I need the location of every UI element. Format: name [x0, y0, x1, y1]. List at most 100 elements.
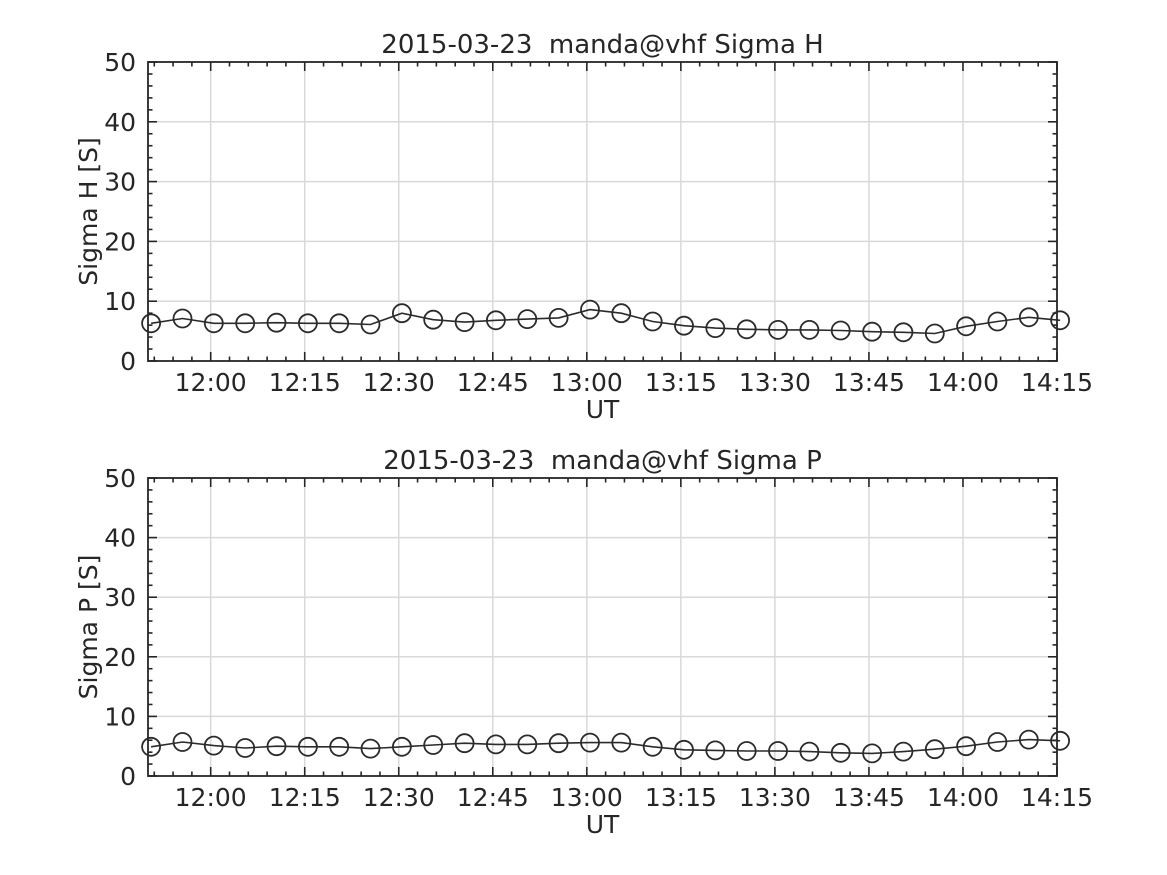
data-point: [674, 739, 694, 760]
data-point: [674, 315, 694, 336]
data-point: [580, 732, 600, 753]
axis-ticks: [148, 61, 1058, 362]
x-tick-label: 12:15: [269, 368, 341, 397]
x-axis-label: UT: [586, 810, 620, 839]
y-tick-label: 10: [104, 702, 136, 731]
data-point: [924, 739, 945, 760]
x-tick-label: 14:15: [1021, 783, 1093, 812]
x-tick-label: 13:00: [551, 368, 623, 397]
data-point: [705, 318, 726, 339]
axis-box: [147, 61, 1058, 362]
data-point: [329, 313, 350, 334]
grid-lines: [148, 62, 1058, 361]
data-point: [360, 738, 381, 759]
y-tick-label: 20: [104, 227, 136, 256]
data-points: [141, 729, 1070, 764]
data-line: [150, 738, 1061, 755]
x-tick-label: 14:00: [927, 783, 999, 812]
data-point: [235, 738, 256, 758]
chart-panel-sigma-h: 2015-03-23 manda@vhf Sigma H 12:00 12:15 12…: [74, 30, 1093, 424]
axis-ticks: [148, 477, 1058, 777]
x-tick-label: 12:45: [457, 368, 529, 397]
data-point: [799, 319, 820, 340]
y-tick-label: 20: [104, 643, 136, 672]
data-line: [150, 308, 1061, 335]
data-point: [266, 312, 287, 333]
data-point: [1018, 729, 1039, 750]
data-point: [548, 307, 569, 328]
data-point: [987, 311, 1008, 332]
data-point: [485, 310, 506, 331]
y-tick-label: 30: [104, 583, 136, 612]
x-tick-label: 12:45: [457, 783, 529, 812]
data-point: [862, 321, 882, 342]
y-tick-label: 0: [120, 762, 136, 791]
data-point: [611, 303, 632, 324]
data-point: [203, 313, 224, 334]
data-point: [611, 732, 632, 753]
data-points: [141, 299, 1070, 344]
data-point: [924, 323, 945, 344]
x-tick-label: 13:30: [739, 783, 811, 812]
y-tick-label: 40: [104, 108, 136, 137]
data-point: [423, 735, 444, 755]
data-point: [141, 736, 162, 757]
grid-lines: [148, 478, 1058, 776]
x-tick-label: 12:30: [363, 783, 435, 812]
data-point: [1050, 730, 1070, 751]
data-point: [642, 736, 663, 757]
data-point: [830, 742, 851, 763]
x-tick-label: 13:15: [645, 783, 717, 812]
data-point: [297, 736, 318, 757]
data-point: [1050, 310, 1070, 331]
data-point: [235, 313, 256, 334]
data-point: [1018, 307, 1039, 328]
data-point: [987, 732, 1008, 752]
data-point: [893, 741, 914, 762]
data-point: [454, 312, 475, 333]
x-tick-label: 12:30: [363, 368, 435, 397]
data-point: [705, 740, 726, 761]
data-point: [893, 322, 914, 343]
data-point: [297, 313, 318, 334]
x-axis-label: UT: [586, 395, 620, 424]
x-tick-label: 12:00: [175, 368, 247, 397]
y-tick-label: 50: [104, 48, 136, 77]
data-point: [956, 316, 976, 337]
data-point: [517, 734, 538, 755]
data-point: [172, 308, 193, 329]
x-tick-label: 13:00: [551, 783, 623, 812]
chart-title: 2015-03-23 manda@vhf Sigma P: [383, 446, 822, 476]
data-point: [517, 309, 538, 330]
data-point: [862, 743, 882, 764]
data-point: [203, 735, 224, 756]
x-tick-label: 14:15: [1021, 368, 1093, 397]
data-point: [329, 736, 350, 757]
y-tick-label: 10: [104, 287, 136, 316]
data-point: [548, 733, 569, 754]
data-point: [172, 732, 193, 752]
data-point: [391, 736, 412, 757]
data-point: [391, 303, 412, 324]
data-point: [736, 741, 757, 761]
data-point: [580, 299, 600, 320]
y-tick-label: 30: [104, 168, 136, 197]
data-point: [485, 734, 506, 755]
y-tick-label: 50: [104, 464, 136, 493]
data-point: [768, 741, 788, 761]
y-axis-label: Sigma H [S]: [74, 137, 103, 285]
x-tick-label: 13:45: [833, 368, 905, 397]
axis-box: [147, 477, 1058, 777]
x-tick-label: 12:00: [175, 783, 247, 812]
chart-panel-sigma-p: 2015-03-23 manda@vhf Sigma P 12:00 12:15 12…: [74, 446, 1093, 839]
x-tick-label: 13:15: [645, 368, 717, 397]
x-tick-label: 13:30: [739, 368, 811, 397]
data-point: [360, 314, 381, 335]
y-tick-label: 40: [104, 524, 136, 553]
data-point: [141, 313, 162, 334]
data-point: [266, 736, 287, 757]
data-point: [799, 741, 820, 762]
data-point: [830, 320, 851, 341]
